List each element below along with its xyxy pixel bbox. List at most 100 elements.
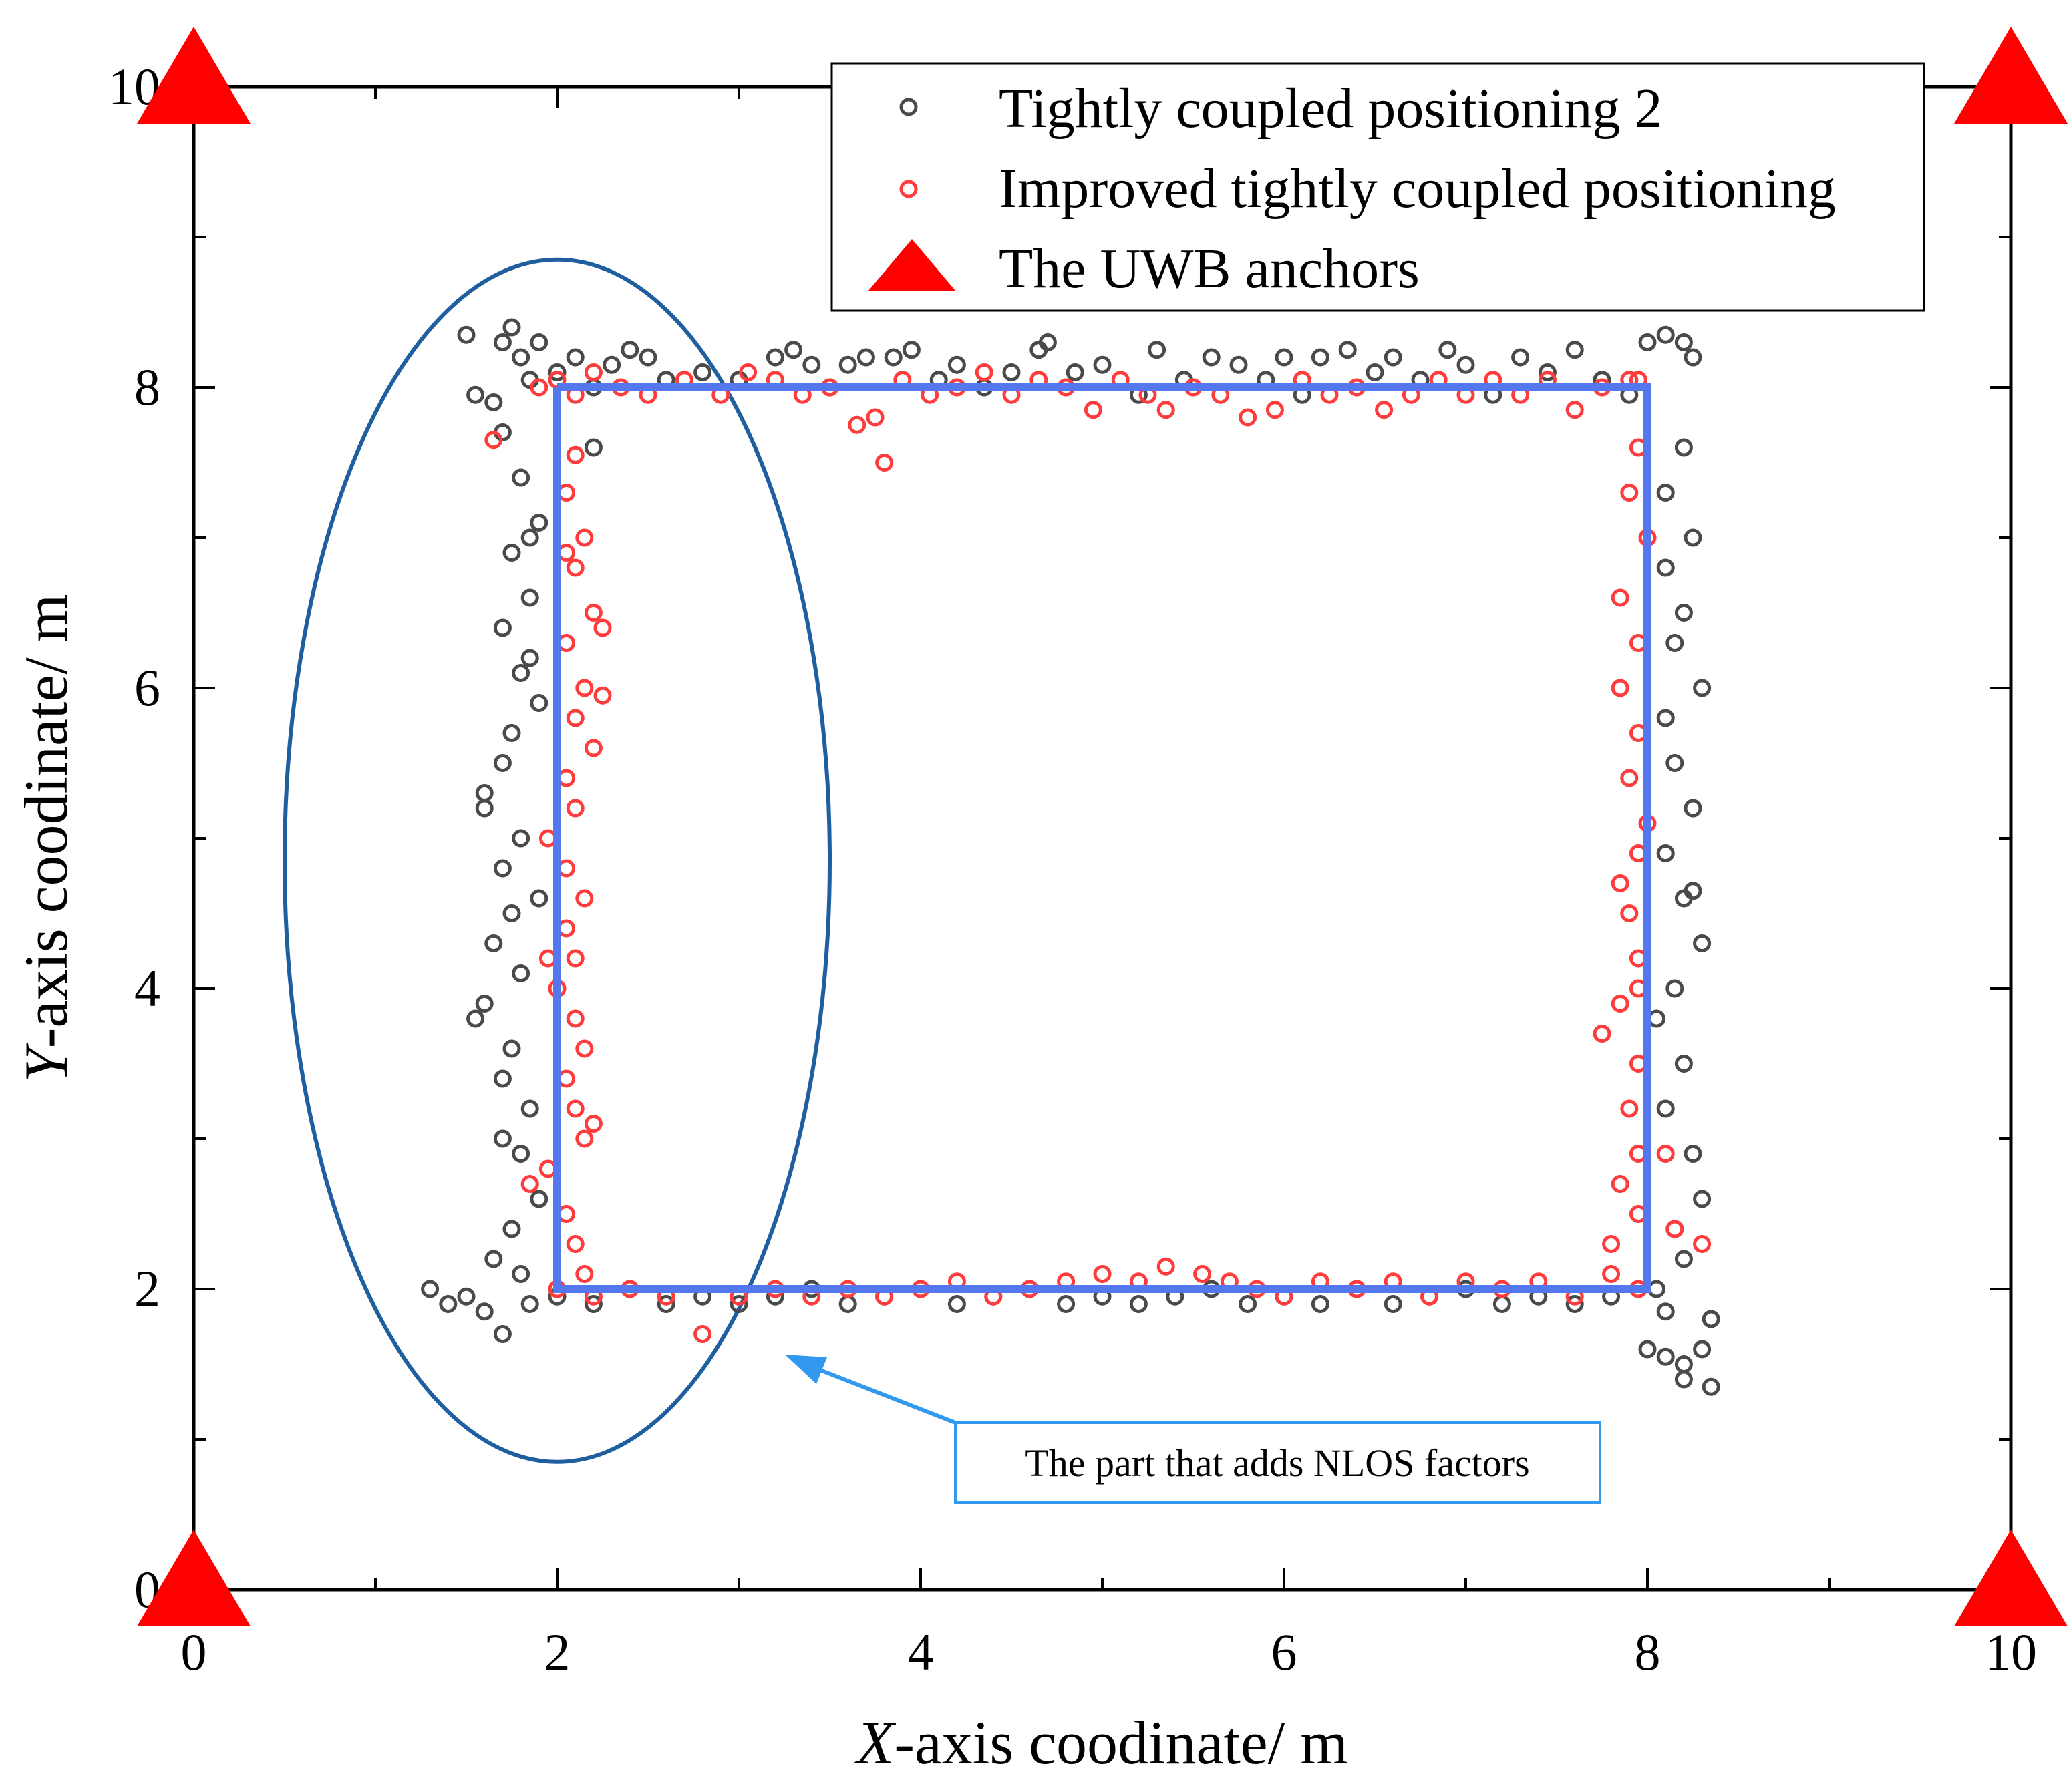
gray-point — [475, 799, 494, 818]
gray-point — [1275, 348, 1293, 367]
gray-point — [512, 468, 530, 487]
gray-point — [1066, 363, 1084, 381]
gray-point — [1665, 754, 1684, 772]
gray-point — [947, 1295, 966, 1313]
red-point — [566, 949, 585, 968]
gray-point — [1693, 679, 1712, 697]
red-point — [566, 1009, 585, 1028]
gray-point — [1229, 355, 1248, 374]
x-tick-label: 4 — [908, 1623, 934, 1681]
legend-label-anchors: The UWB anchors — [999, 238, 1420, 300]
gray-point — [639, 348, 657, 367]
red-point — [566, 1099, 585, 1118]
gray-point — [493, 754, 512, 772]
gray-point — [1656, 709, 1675, 727]
red-point — [1093, 1265, 1112, 1283]
red-point — [1611, 679, 1629, 697]
x-tick-label: 6 — [1271, 1623, 1297, 1681]
gray-point — [1338, 341, 1357, 359]
legend-marker-gray — [899, 98, 918, 116]
gray-point — [466, 385, 485, 404]
y-tick-label: 4 — [134, 959, 160, 1017]
gray-point — [530, 333, 548, 351]
uwb-anchor-triangle — [137, 1530, 251, 1626]
gray-point — [1656, 1302, 1675, 1321]
gray-point — [530, 1190, 548, 1208]
gray-point — [1511, 348, 1530, 367]
gray-point — [493, 1069, 512, 1088]
red-point — [1611, 874, 1629, 892]
plot-frame — [192, 85, 2013, 1592]
legend-label-tightly-coupled-2: Tightly coupled positioning 2 — [999, 77, 1662, 140]
gray-point — [1366, 363, 1384, 381]
gray-point — [1684, 528, 1702, 547]
gray-point — [1656, 844, 1675, 862]
gray-point — [493, 333, 512, 351]
red-point — [575, 889, 594, 908]
red-point — [1611, 995, 1629, 1013]
gray-point — [502, 1039, 521, 1058]
gray-point — [1674, 1355, 1693, 1373]
gray-point — [1693, 934, 1712, 952]
gray-point — [1684, 882, 1702, 900]
gray-point — [493, 859, 512, 878]
red-point — [530, 378, 548, 397]
red-point — [1156, 401, 1175, 419]
red-point — [566, 1235, 585, 1253]
gray-point — [512, 1145, 530, 1163]
gray-point — [512, 1265, 530, 1283]
gray-point — [657, 1295, 675, 1313]
legend-box — [830, 62, 1925, 312]
gray-point — [530, 694, 548, 712]
gray-point — [1384, 348, 1402, 367]
legend-marker-red — [899, 180, 918, 198]
gray-point — [1674, 438, 1693, 457]
gray-point — [1148, 341, 1166, 359]
gray-point — [502, 544, 521, 562]
gray-point — [439, 1295, 458, 1313]
gray-point — [475, 995, 494, 1013]
gray-point — [838, 355, 857, 374]
red-point — [1602, 1265, 1621, 1283]
gray-point — [902, 341, 921, 359]
gray-point — [502, 318, 521, 337]
gray-point — [1311, 348, 1329, 367]
gray-point — [502, 724, 521, 742]
x-tick-label: 0 — [181, 1623, 207, 1681]
gray-point — [621, 341, 639, 359]
gray-point — [1202, 348, 1221, 367]
gray-point — [1002, 363, 1021, 381]
red-point — [484, 431, 503, 450]
y-axis-title: Y-axis coodinate/ m — [12, 594, 80, 1083]
red-point — [520, 1175, 539, 1193]
series-improved-tightly-coupled — [484, 363, 1712, 1343]
red-point — [739, 363, 758, 381]
gray-point — [730, 1295, 748, 1313]
gray-point — [512, 964, 530, 982]
gray-point — [1093, 355, 1112, 374]
uwb-anchor-triangle — [1954, 1530, 2068, 1626]
x-tick-label: 10 — [1985, 1623, 2037, 1681]
red-point — [584, 363, 603, 381]
gray-point — [784, 341, 803, 359]
red-point — [575, 679, 594, 697]
gray-point — [484, 393, 503, 411]
red-point — [1602, 1235, 1621, 1253]
gray-point — [1684, 1145, 1702, 1163]
gray-point — [493, 618, 512, 637]
gray-point — [520, 1295, 539, 1313]
red-point — [693, 1325, 712, 1343]
gray-point — [466, 1009, 485, 1028]
red-point — [575, 1129, 594, 1148]
gray-point — [520, 649, 539, 667]
gray-point — [1674, 333, 1693, 351]
gray-point — [1693, 1340, 1712, 1359]
nlos-region-ellipse — [283, 257, 832, 1464]
gray-point — [512, 348, 530, 367]
uwb-anchor-triangle — [137, 27, 251, 124]
gray-point — [1702, 1377, 1720, 1396]
y-tick-label: 8 — [134, 358, 160, 416]
gray-point — [1565, 1295, 1584, 1313]
gray-point — [1384, 1295, 1402, 1313]
